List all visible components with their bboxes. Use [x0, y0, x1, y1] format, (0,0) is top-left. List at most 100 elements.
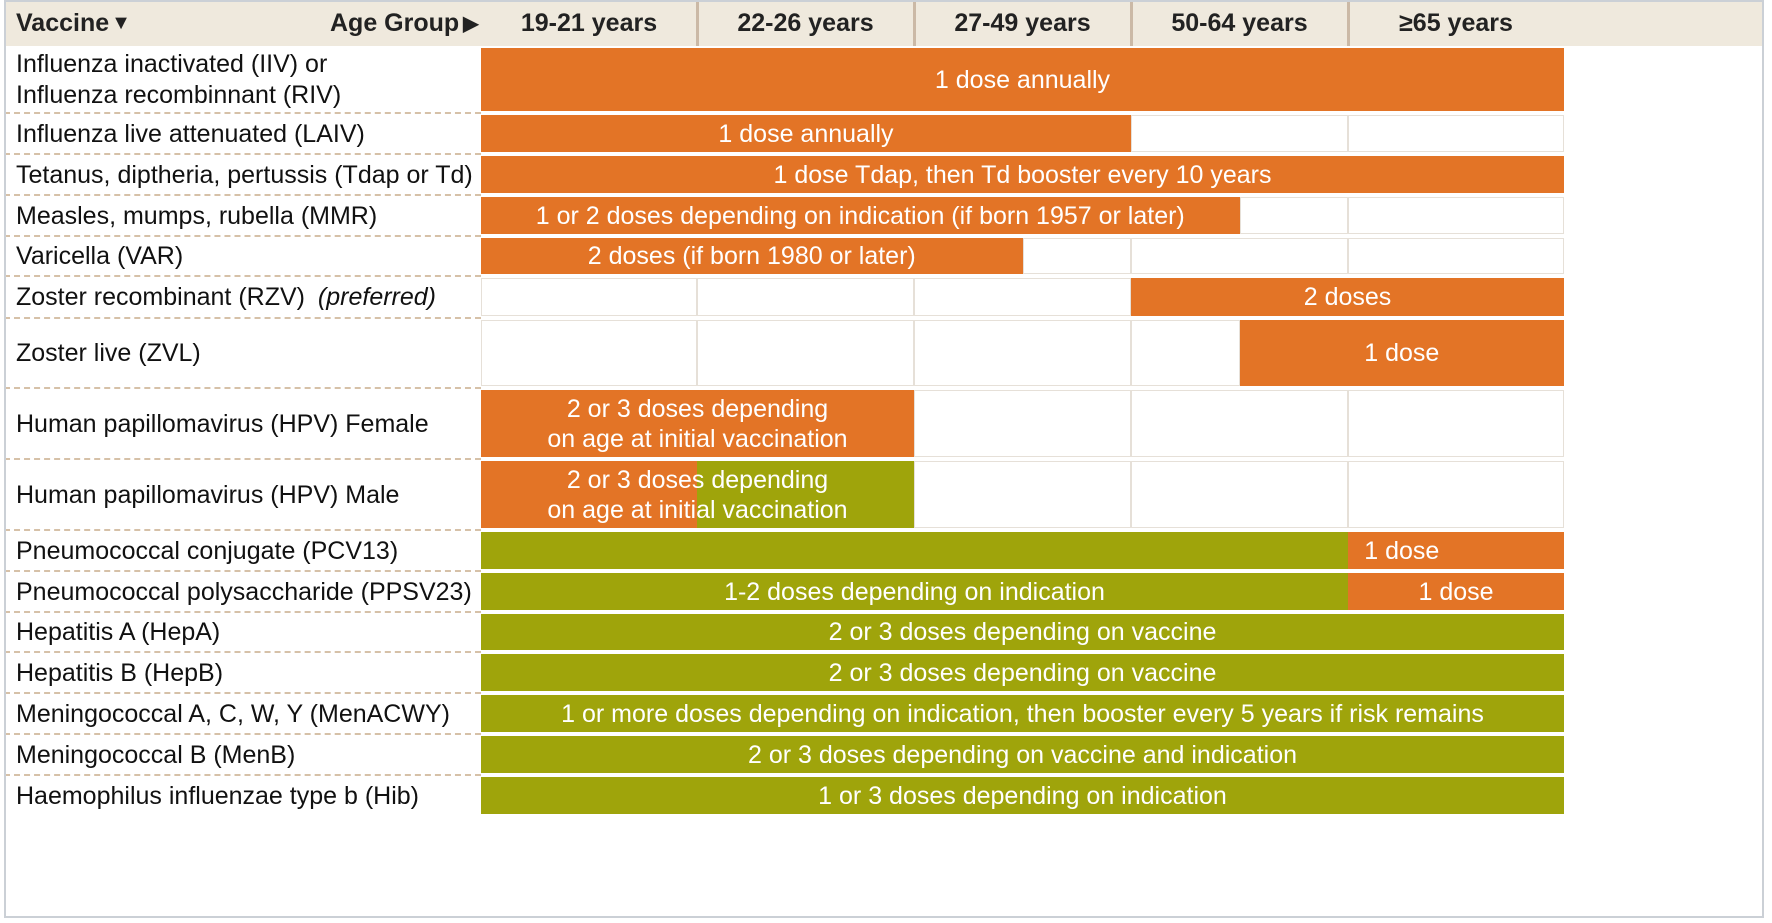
- vaccine-label: Meningococcal A, C, W, Y (MenACWY): [16, 693, 450, 734]
- vaccine-name: Meningococcal B (MenB): [16, 738, 295, 772]
- column-divider: [696, 0, 699, 46]
- vaccine-name-text: Varicella (VAR): [16, 242, 184, 270]
- vaccine-name-line: Influenza inactivated (IIV) or: [16, 49, 328, 78]
- schedule-cell-white: [697, 320, 914, 386]
- dose-text-line: 1 or 3 doses depending on indication: [818, 781, 1227, 810]
- dose-text-line: 2 or 3 doses depending on vaccine: [828, 618, 1217, 646]
- schedule-cell-green: [481, 777, 1564, 814]
- schedule-cell-green: [481, 695, 1564, 732]
- vaccine-name: Human papillomavirus (HPV) Male: [16, 478, 399, 512]
- dose-text-line: 1 or more doses depending on indication,…: [561, 699, 1484, 728]
- vaccine-label: Zoster live (ZVL): [16, 318, 201, 388]
- schedule-cell-orange: [481, 115, 1131, 152]
- schedule-cell-white: [914, 461, 1131, 528]
- age-column-header: 50-64 years: [1171, 8, 1308, 37]
- vaccine-name-text: Human papillomavirus (HPV) Female: [16, 409, 429, 438]
- row-divider: [4, 611, 481, 613]
- vaccine-name: Tetanus, diptheria, pertussis (Tdap or T…: [16, 158, 473, 192]
- vaccine-name: Influenza live attenuated (LAIV): [16, 117, 365, 151]
- schedule-cell-green: [481, 736, 1564, 773]
- row-divider: [4, 387, 481, 389]
- schedule-cell-white: [1348, 390, 1564, 457]
- column-divider: [1347, 0, 1350, 46]
- schedule-cell-green: [481, 532, 1348, 569]
- row-divider: [4, 733, 481, 735]
- schedule-cell-orange: [481, 197, 1240, 234]
- vaccine-name-text: Pneumococcal conjugate (PCV13): [16, 536, 399, 565]
- schedule-cell-white: [1131, 238, 1348, 274]
- schedule-cell-orange: [1348, 573, 1564, 610]
- schedule-cell-white: [914, 278, 1131, 316]
- dose-text: 1 dose: [1348, 571, 1564, 612]
- vaccine-label: Human papillomavirus (HPV) Male: [16, 459, 399, 530]
- schedule-cell-green: [697, 461, 914, 528]
- vaccine-name-text: Meningococcal A, C, W, Y (MenACWY): [16, 699, 450, 728]
- dose-text-line: on age at initial vaccination: [547, 424, 848, 453]
- dose-text: 2 or 3 doses depending on age at initial …: [481, 459, 914, 530]
- schedule-cell-green: [481, 654, 1564, 691]
- schedule-cell-orange: [481, 238, 1023, 274]
- vaccine-name-text: Zoster recombinant (RZV): [16, 283, 305, 311]
- vaccine-name: Hepatitis A (HepA): [16, 615, 220, 649]
- schedule-cell-white: [1131, 461, 1348, 528]
- dose-text-line: on age at initial vaccination: [547, 495, 848, 524]
- vaccine-name-line: Influenza recombinnant (RIV): [16, 80, 342, 109]
- schedule-cell-white: [1348, 115, 1564, 152]
- vaccine-label: Varicella (VAR): [16, 236, 183, 276]
- dose-text: 1 dose annually: [481, 113, 1131, 154]
- age-column-header: 19-21 years: [520, 8, 658, 37]
- vaccine-name: Pneumococcal conjugate (PCV13): [16, 534, 398, 568]
- schedule-cell-green: [481, 573, 1348, 610]
- vaccine-label: Pneumococcal polysaccharide (PPSV23): [16, 571, 472, 612]
- row-divider: [4, 317, 481, 319]
- column-divider: [913, 0, 916, 46]
- dose-text: 2 or 3 doses depending on vaccine and in…: [481, 734, 1564, 775]
- dose-text: 1 or 2 doses depending on indication (if…: [481, 195, 1240, 236]
- schedule-cell-white: [1131, 115, 1348, 152]
- schedule-cell-white: [1131, 320, 1240, 386]
- dose-text: 2 doses (if born 1980 or later): [481, 236, 1023, 276]
- vaccine-name: Measles, mumps, rubella (MMR): [16, 199, 377, 233]
- dose-text-line: 2 doses (if born 1980 or later): [587, 242, 916, 270]
- schedule-cell-orange: [1348, 532, 1564, 569]
- dose-text-line: 2 or 3 doses depending: [566, 465, 829, 494]
- dose-text: 2 or 3 doses depending on vaccine: [481, 652, 1564, 693]
- dose-text: 1 dose: [1240, 318, 1565, 388]
- vaccine-name-text: Pneumococcal polysaccharide (PPSV23): [16, 577, 472, 606]
- schedule-cell-orange: [481, 461, 697, 528]
- age-column-header: ≥65 years: [1399, 8, 1513, 37]
- row-divider: [4, 570, 481, 572]
- vaccine-name: Hepatitis B (HepB): [16, 656, 223, 690]
- vaccine-name-text: Hepatitis B (HepB): [16, 658, 224, 687]
- schedule-cell-white: [1022, 238, 1131, 274]
- vaccine-name: Meningococcal A, C, W, Y (MenACWY): [16, 697, 450, 731]
- schedule-cell-white: [1348, 461, 1564, 528]
- vaccine-name: Influenza inactivated (IIV) or Influenza …: [16, 49, 341, 111]
- dose-text: 1 or 3 doses depending on indication: [481, 775, 1564, 816]
- schedule-cell-white: [697, 278, 914, 316]
- schedule-cell-white: [481, 320, 697, 386]
- dose-text: 1 dose Tdap, then Td booster every 10 ye…: [481, 154, 1564, 195]
- dose-text-line: 2 or 3 doses depending on vaccine and in…: [747, 740, 1297, 769]
- dose-text: 1 or more doses depending on indication,…: [481, 693, 1564, 734]
- schedule-cell-white: [481, 278, 697, 316]
- vaccine-name-text: Meningococcal B (MenB): [16, 740, 296, 769]
- dose-text: 2 or 3 doses depending on vaccine: [481, 612, 1564, 652]
- vaccine-name-note: (preferred): [310, 283, 437, 311]
- vaccine-name-text: Haemophilus influenzae type b (Hib): [16, 781, 419, 810]
- vaccine-label: Influenza live attenuated (LAIV): [16, 113, 365, 154]
- vaccine-name-text: Measles, mumps, rubella (MMR): [16, 201, 378, 230]
- vaccine-label: Tetanus, diptheria, pertussis (Tdap or T…: [16, 154, 473, 195]
- vaccine-label: Influenza inactivated (IIV) or Influenza …: [16, 46, 341, 113]
- vaccine-name-text: Influenza live attenuated (LAIV): [16, 119, 365, 148]
- dose-text-line: 1-2 doses depending on indication: [724, 577, 1105, 606]
- age-group-header-label: Age Group: [330, 8, 460, 37]
- schedule-cell-orange: [1239, 320, 1564, 386]
- vaccine-label: Haemophilus influenzae type b (Hib): [16, 775, 419, 816]
- vaccine-name-text: Zoster live (ZVL): [16, 339, 201, 367]
- schedule-cell-white: [914, 320, 1131, 386]
- schedule-cell-white: [914, 390, 1131, 457]
- vaccine-label: Hepatitis B (HepB): [16, 652, 223, 693]
- row-divider: [4, 235, 481, 237]
